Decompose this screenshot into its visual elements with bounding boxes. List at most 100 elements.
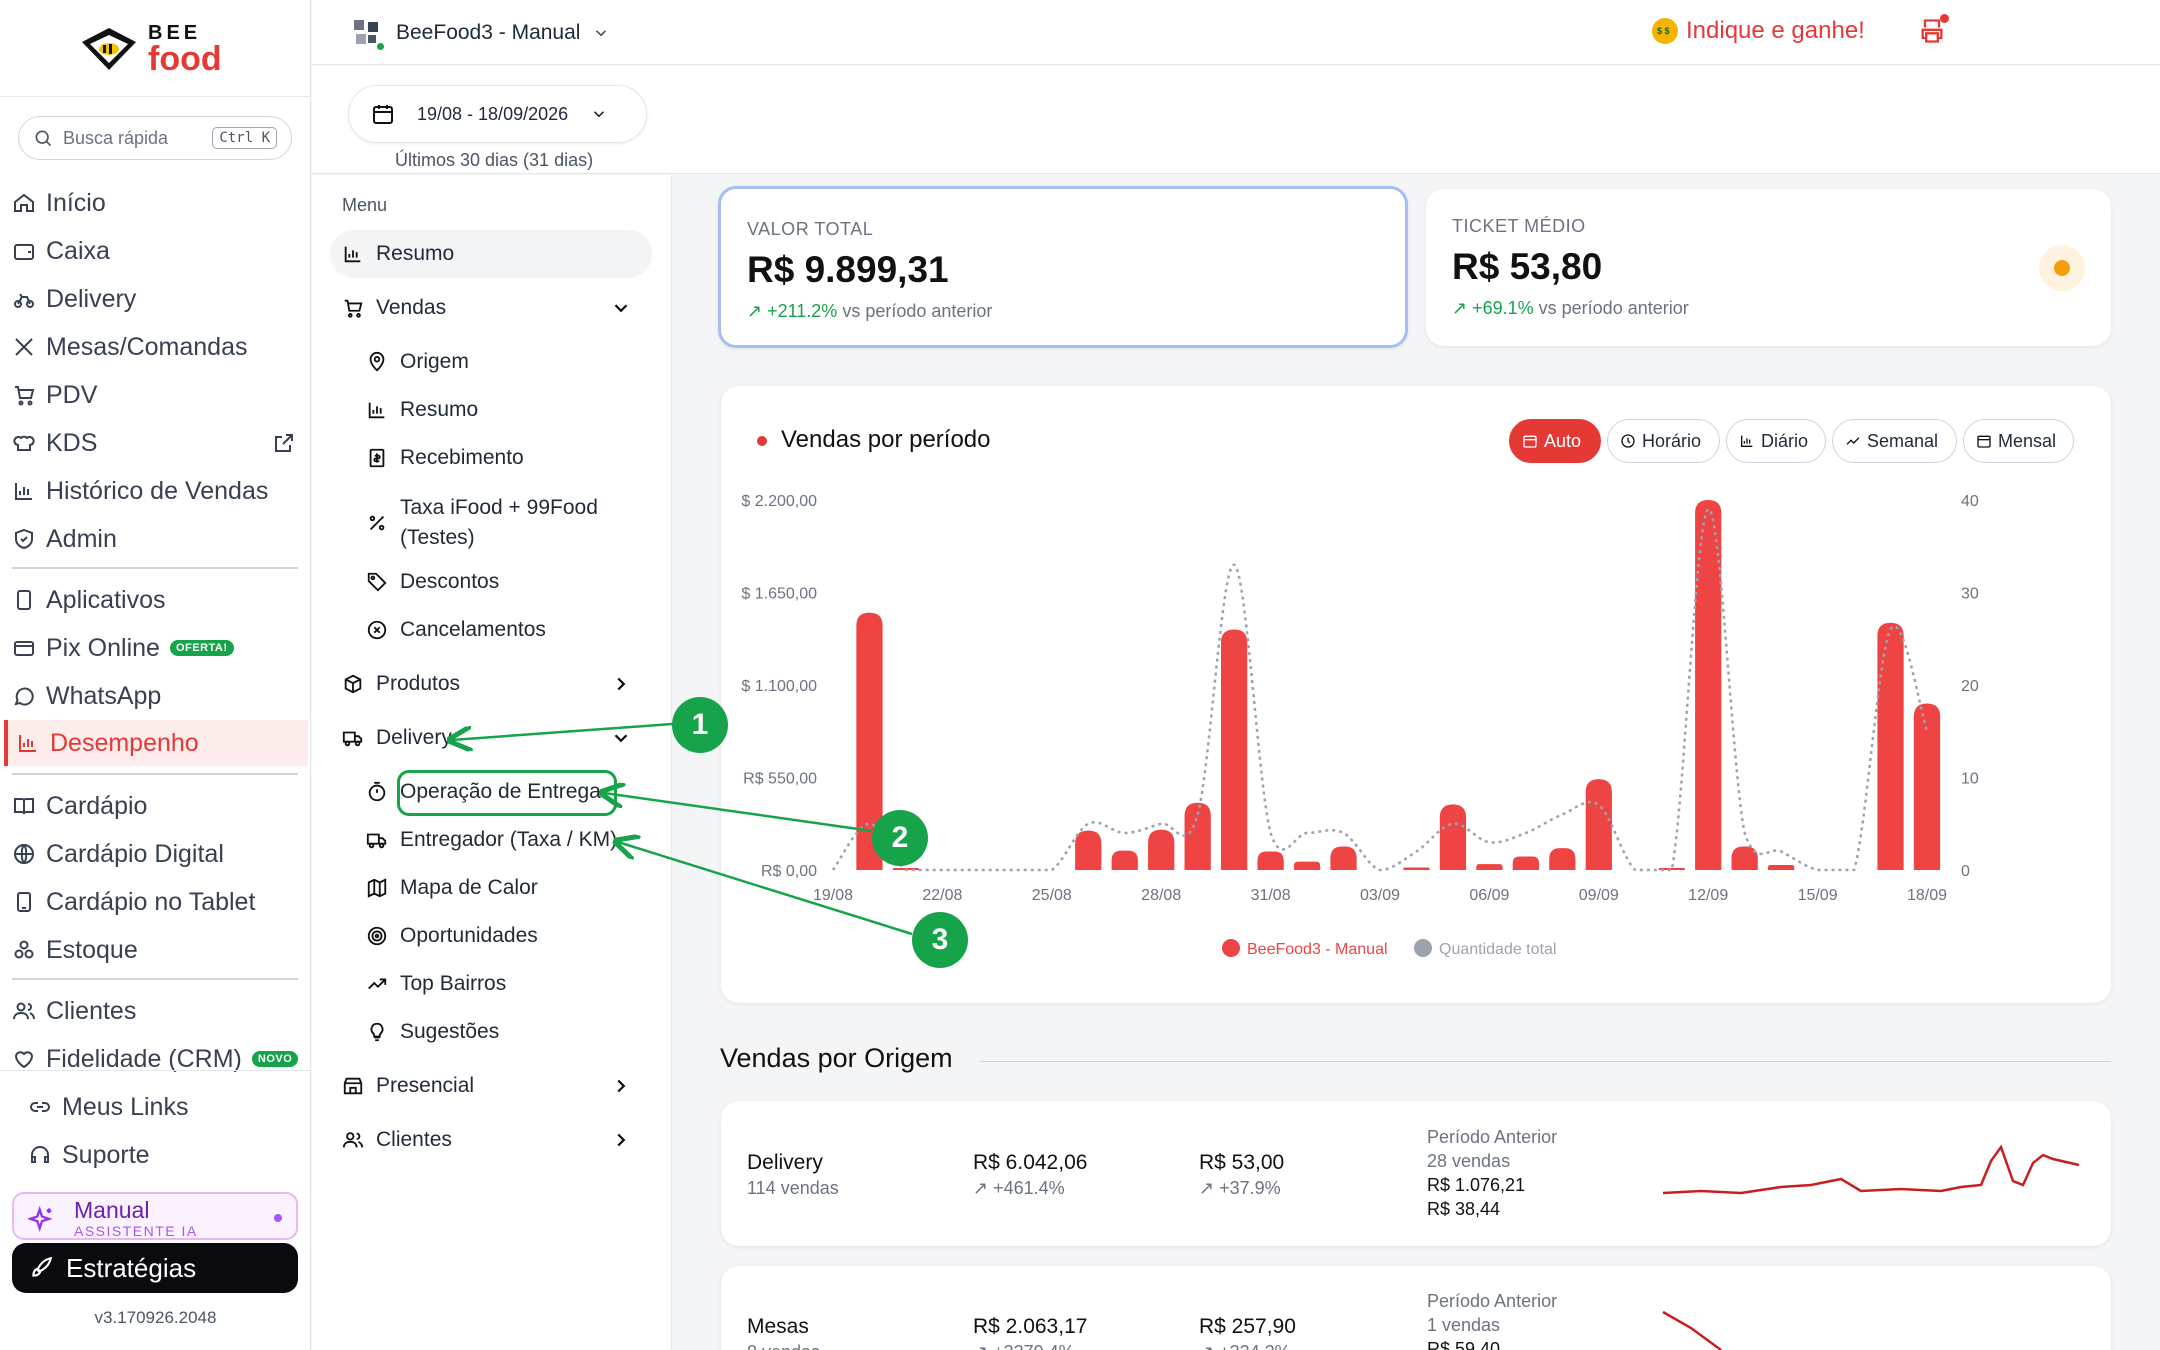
sidebar-item-pdv[interactable]: PDV — [12, 375, 302, 415]
sidebar-item-label: Clientes — [46, 996, 137, 1025]
divider — [12, 567, 298, 569]
legend-label[interactable]: Quantidade total — [1439, 941, 1556, 958]
sidebar-item-inicio[interactable]: Início — [12, 183, 302, 223]
menu-group-clientes[interactable]: Clientes — [342, 1128, 652, 1152]
bar[interactable] — [1585, 779, 1612, 870]
menu-item-cancelamentos[interactable]: Cancelamentos — [366, 618, 546, 642]
beefood-logo[interactable]: BEE food — [78, 20, 222, 78]
period-button-semanal[interactable]: Semanal — [1832, 419, 1957, 463]
y2-tick-label: 40 — [1961, 493, 1979, 510]
top-bar: BeeFood3 - Manual $ $ Indique e ganhe! — [312, 0, 2160, 65]
bar[interactable] — [1768, 864, 1795, 870]
bar[interactable] — [1403, 867, 1430, 870]
bar[interactable] — [1476, 864, 1503, 870]
menu-group-vendas[interactable]: Vendas — [342, 296, 652, 320]
printer-button[interactable] — [1918, 14, 1949, 50]
store-selector[interactable]: BeeFood3 - Manual — [350, 16, 610, 52]
external-link-icon[interactable] — [272, 431, 296, 455]
menu-item-descontos[interactable]: Descontos — [366, 570, 499, 594]
menu-item-sugestoes[interactable]: Sugestões — [366, 1020, 499, 1044]
bar[interactable] — [1148, 829, 1175, 870]
sidebar-item-kds[interactable]: KDS — [12, 423, 302, 463]
bar[interactable] — [1913, 703, 1941, 871]
bar[interactable] — [1877, 622, 1904, 870]
menu-item-resumo-bg — [330, 230, 652, 278]
globe-icon — [14, 844, 34, 864]
sidebar-item-cardapio-tablet[interactable]: Cardápio no Tablet — [12, 882, 302, 922]
chef-hat-icon — [13, 435, 35, 451]
bar[interactable] — [1184, 802, 1211, 870]
menu-group-presencial[interactable]: Presencial — [342, 1074, 652, 1098]
sidebar-item-cardapio-digital[interactable]: Cardápio Digital — [12, 834, 302, 874]
sidebar-item-whatsapp[interactable]: WhatsApp — [12, 676, 302, 716]
bar[interactable] — [1221, 629, 1248, 871]
menu-group-produtos[interactable]: Produtos — [342, 672, 652, 696]
strategies-button[interactable]: Estratégias — [12, 1243, 298, 1293]
bar[interactable] — [1731, 846, 1758, 870]
sidebar-item-estoque[interactable]: Estoque — [12, 930, 302, 970]
bar[interactable] — [1439, 804, 1467, 870]
sidebar-item-clientes[interactable]: Clientes — [12, 991, 302, 1031]
bar[interactable] — [1658, 867, 1685, 870]
origin-total-delta: ↗ +461.4% — [973, 1178, 1065, 1198]
period-button-horario[interactable]: Horário — [1607, 419, 1720, 463]
link-icon — [30, 1102, 50, 1112]
menu-group-delivery[interactable]: Delivery — [342, 726, 652, 750]
sidebar-item-cardapio[interactable]: Cardápio — [12, 786, 302, 826]
sidebar-item-delivery[interactable]: Delivery — [12, 279, 302, 319]
menu-item-origem[interactable]: Origem — [366, 350, 469, 374]
sidebar-item-historico[interactable]: Histórico de Vendas — [12, 471, 302, 511]
sidebar-item-desempenho[interactable]: Desempenho — [4, 720, 308, 766]
sidebar-item-suporte[interactable]: Suporte — [28, 1135, 318, 1175]
sidebar-item-aplicativos[interactable]: Aplicativos — [12, 580, 302, 620]
origin-ticket-delta: ↗ +334.2% — [1199, 1342, 1291, 1350]
divider — [12, 773, 298, 775]
referral-link[interactable]: $ $ Indique e ganhe! — [1652, 17, 1865, 45]
legend-label[interactable]: BeeFood3 - Manual — [1247, 941, 1388, 958]
origin-row-delivery[interactable]: Delivery 114 vendas R$ 6.042,06 ↗ +461.4… — [721, 1101, 2111, 1246]
y-tick-label: R$ 0,00 — [761, 863, 817, 880]
quick-search[interactable]: Busca rápida Ctrl K — [18, 116, 292, 160]
ai-assistant-button[interactable]: Manual ASSISTENTE IA — [12, 1192, 298, 1240]
menu-item-taxa[interactable]: Taxa iFood + 99Food (Testes) — [366, 493, 598, 553]
sidebar-item-label: WhatsApp — [46, 681, 162, 710]
menu-item-top-bairros[interactable]: Top Bairros — [366, 972, 506, 996]
origin-ticket-delta: ↗ +37.9% — [1199, 1178, 1281, 1198]
sidebar-item-caixa[interactable]: Caixa — [12, 231, 302, 271]
origin-row-mesas[interactable]: Mesas 8 vendas R$ 2.063,17 ↗ +3379.4% R$… — [721, 1266, 2111, 1350]
date-range-picker[interactable]: 19/08 - 18/09/2026 — [348, 85, 647, 143]
menu-item-resumo[interactable]: Resumo — [342, 242, 454, 266]
period-button-diario[interactable]: Diário — [1726, 419, 1826, 463]
sidebar-item-label: Pix Online — [46, 633, 160, 662]
sidebar-item-label: Mesas/Comandas — [46, 332, 248, 361]
sidebar-item-meus-links[interactable]: Meus Links — [28, 1087, 318, 1127]
status-dot — [2054, 260, 2070, 276]
chart-legend[interactable]: BeeFood3 - Manual Quantidade total — [1222, 939, 1556, 958]
menu-item-oportunidades[interactable]: Oportunidades — [366, 924, 538, 948]
chart-title: Vendas por período — [781, 426, 991, 453]
menu-item-recebimento[interactable]: Recebimento — [366, 446, 524, 470]
menu-item-operacao-entrega[interactable]: Operação de Entrega — [366, 780, 601, 804]
bar[interactable] — [1549, 848, 1576, 870]
kpi-value: R$ 9.899,31 — [747, 249, 949, 290]
sidebar-item-pix[interactable]: Pix Online OFERTA! — [12, 628, 302, 668]
period-button-auto[interactable]: Auto — [1509, 419, 1601, 463]
period-button-mensal[interactable]: Mensal — [1963, 419, 2074, 463]
menu-item-entregador[interactable]: Entregador (Taxa / KM) — [366, 828, 617, 852]
bar[interactable] — [1075, 830, 1102, 870]
bar[interactable] — [1695, 500, 1722, 870]
x-tick-label: 25/08 — [1032, 887, 1072, 904]
sidebar-item-admin[interactable]: Admin — [12, 519, 302, 559]
bar[interactable] — [1512, 856, 1539, 870]
bar[interactable] — [1257, 851, 1284, 871]
menu-item-resumo-vendas[interactable]: Resumo — [366, 398, 478, 422]
bar[interactable] — [1293, 861, 1321, 870]
new-badge: NOVO — [251, 1051, 299, 1067]
prev-ticket: R$ 38,44 — [1427, 1199, 1501, 1219]
kpi-card-valor-total: VALOR TOTAL R$ 9.899,31 ↗ +211.2% vs per… — [718, 186, 1408, 348]
menu-item-mapa-calor[interactable]: Mapa de Calor — [366, 876, 538, 900]
sidebar-item-fidelidade[interactable]: Fidelidade (CRM) NOVO — [12, 1039, 302, 1079]
sidebar-item-mesas[interactable]: Mesas/Comandas — [12, 327, 302, 367]
bar[interactable] — [1330, 846, 1357, 870]
bar[interactable] — [1111, 850, 1138, 870]
